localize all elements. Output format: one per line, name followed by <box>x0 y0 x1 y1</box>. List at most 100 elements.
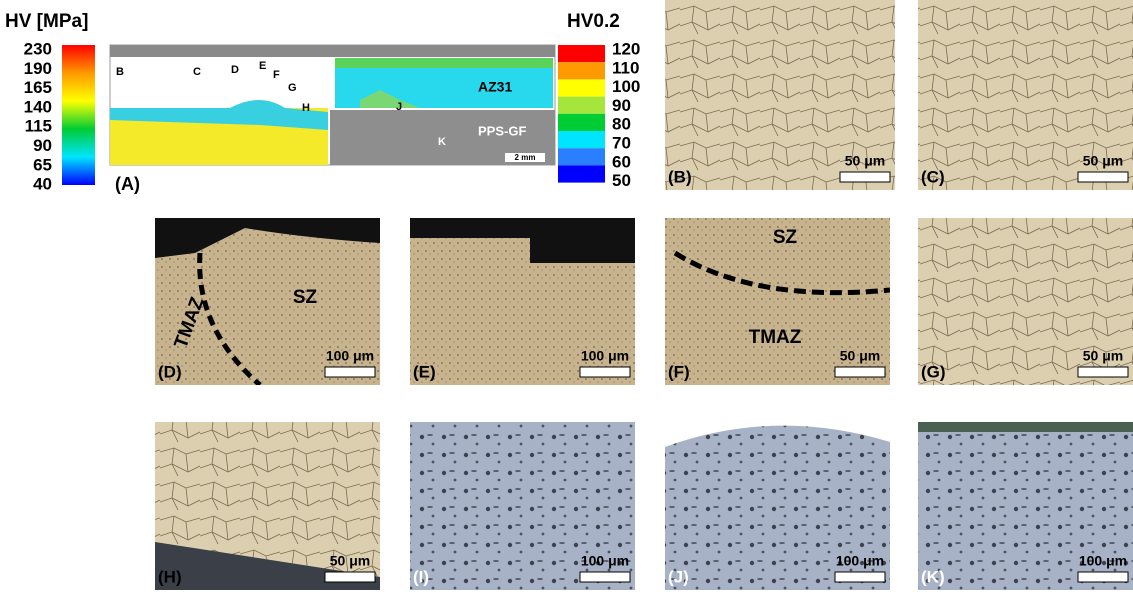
scale-bar <box>1077 571 1129 583</box>
point-label: K <box>438 136 446 148</box>
edge <box>918 422 1133 432</box>
panel-label: (E) <box>413 362 436 381</box>
colorbar-step <box>558 148 605 166</box>
zone-label: SZ <box>293 287 318 308</box>
scale-bar <box>834 366 886 378</box>
dark-region <box>155 218 380 258</box>
colorbar-step <box>558 45 605 63</box>
colorbar-step <box>558 131 605 149</box>
micrograph: (J) 100 μm <box>665 422 890 590</box>
scale-bar <box>579 571 631 583</box>
micrograph-content: (K) 100 μm <box>918 422 1133 590</box>
micrograph-texture <box>918 218 1133 385</box>
point-label: J <box>396 101 402 113</box>
scale-bar-label: 50 μm <box>1083 153 1123 169</box>
boundary <box>673 250 890 296</box>
micrograph-content: (C) 50 μm <box>918 0 1133 190</box>
scale-bar-label: 50 μm <box>1083 348 1123 364</box>
point-label: C <box>193 66 201 78</box>
scale-tick: 110 <box>612 58 639 77</box>
point-label: E <box>259 60 266 72</box>
scale-bar-label: 50 μm <box>845 153 885 169</box>
micrograph-content: (G) 50 μm <box>918 218 1133 385</box>
panel-label: (H) <box>158 567 182 586</box>
material-label: PPS-GF <box>478 123 526 138</box>
edge <box>665 422 890 447</box>
micrograph: (F) 50 μm SZ TMAZ <box>665 218 890 385</box>
micrograph-texture <box>410 422 635 590</box>
micrograph-texture <box>665 0 895 190</box>
scale-bar-label: 100 μm <box>1079 553 1127 569</box>
micrograph-content: (J) 100 μm <box>665 422 890 590</box>
scale-bar-label: 2 mm <box>515 153 536 162</box>
scale-tick: 90 <box>33 136 52 155</box>
micrograph-content: (E) 100 μm <box>410 218 635 385</box>
scale-tick: 90 <box>612 96 631 115</box>
point-label: F <box>273 69 280 81</box>
scale-tick: 100 <box>612 77 640 96</box>
colorbar-step <box>558 165 605 183</box>
scale-bar <box>1077 171 1129 183</box>
scale-tick: 230 <box>24 39 52 58</box>
micrograph: (B) 50 μm <box>665 0 895 190</box>
scale-bar <box>1077 366 1129 378</box>
dark-region <box>155 542 380 590</box>
panel-label: (B) <box>668 167 692 186</box>
zone-label: SZ <box>773 227 798 248</box>
panel-label: (J) <box>668 567 689 586</box>
micrograph: (H) 50 μm <box>155 422 380 590</box>
zone-label: TMAZ <box>749 327 802 348</box>
micrograph: (C) 50 μm <box>918 0 1133 190</box>
point-label: G <box>288 82 297 94</box>
micrograph-texture <box>665 218 890 385</box>
micrograph: (I) 100 μm <box>410 422 635 590</box>
colorbar-step <box>558 79 605 97</box>
panel-label: (G) <box>921 362 946 381</box>
scale-tick: 165 <box>24 78 52 97</box>
scale-bar-label: 50 μm <box>330 553 370 569</box>
micrograph-content: (I) 100 μm <box>410 422 635 590</box>
panel-label: (F) <box>668 362 690 381</box>
colorbar <box>62 45 95 185</box>
material-label: AZ31 <box>478 79 512 95</box>
scale-bar-label: 100 μm <box>836 553 884 569</box>
scale-tick: 115 <box>25 117 52 136</box>
scale-bar <box>324 571 376 583</box>
panel-label: (C) <box>921 167 945 186</box>
scale-tick: 140 <box>24 97 52 116</box>
micrograph-texture <box>918 0 1133 190</box>
micrograph-content: (B) 50 μm <box>665 0 895 190</box>
panel-label: (A) <box>115 174 140 194</box>
micrograph-texture <box>665 422 890 590</box>
scale-tick: 80 <box>612 115 631 134</box>
dark-region <box>410 218 635 263</box>
scale-tick: 65 <box>33 155 52 174</box>
scale-tick: 190 <box>24 59 52 78</box>
micrograph: (G) 50 μm <box>918 218 1133 385</box>
scale-bar <box>839 171 891 183</box>
colorbar-step <box>558 96 605 114</box>
scale-bar-label: 100 μm <box>326 348 374 364</box>
scale-bar-label: 100 μm <box>581 553 629 569</box>
scale-title: HV [MPa] <box>5 11 88 32</box>
point-label: D <box>231 64 239 76</box>
colorbar-step <box>558 62 605 80</box>
micrograph-texture <box>918 422 1133 590</box>
micrograph: (E) 100 μm <box>410 218 635 385</box>
scale-tick: 120 <box>612 39 640 58</box>
scale-bar <box>834 571 886 583</box>
scale-title: HV0.2 <box>567 11 620 32</box>
scale-tick: 50 <box>612 171 631 190</box>
point-label: B <box>116 66 124 78</box>
scale-bar <box>579 366 631 378</box>
scale-bar-label: 50 μm <box>840 348 880 364</box>
scale-bar-label: 100 μm <box>581 348 629 364</box>
scale-tick: 60 <box>612 152 631 171</box>
colorbar <box>558 45 605 183</box>
scale-tick: 40 <box>33 175 52 194</box>
micrograph: (K) 100 μm <box>918 422 1133 590</box>
